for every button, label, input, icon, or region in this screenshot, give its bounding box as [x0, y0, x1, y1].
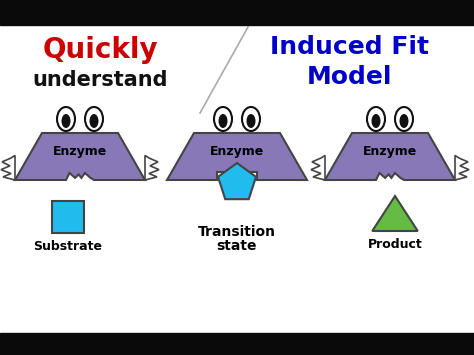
Ellipse shape	[57, 107, 75, 131]
Text: Substrate: Substrate	[34, 240, 102, 252]
Ellipse shape	[372, 114, 381, 128]
Ellipse shape	[367, 107, 385, 131]
Polygon shape	[372, 196, 418, 231]
Bar	[0, 0, 474, 25]
Ellipse shape	[242, 107, 260, 131]
Bar	[0, 25, 474, 115]
Ellipse shape	[85, 107, 103, 131]
Ellipse shape	[246, 114, 255, 128]
Text: Enzyme: Enzyme	[363, 145, 417, 158]
Ellipse shape	[90, 114, 99, 128]
Polygon shape	[218, 163, 256, 199]
Text: understand: understand	[32, 70, 168, 90]
Ellipse shape	[400, 114, 409, 128]
Text: Transition: Transition	[198, 225, 276, 239]
Text: Product: Product	[368, 237, 422, 251]
Bar	[0, 333, 474, 355]
Polygon shape	[167, 133, 307, 180]
Text: Quickly: Quickly	[42, 36, 158, 64]
Polygon shape	[311, 155, 325, 180]
Text: state: state	[217, 239, 257, 253]
Text: Enzyme: Enzyme	[53, 145, 107, 158]
Text: Induced Fit: Induced Fit	[271, 35, 429, 59]
Ellipse shape	[395, 107, 413, 131]
Ellipse shape	[219, 114, 228, 128]
Polygon shape	[325, 133, 455, 180]
Polygon shape	[15, 133, 145, 180]
Ellipse shape	[62, 114, 71, 128]
Ellipse shape	[214, 107, 232, 131]
Polygon shape	[455, 155, 469, 180]
Bar	[52, 201, 84, 233]
Text: Model: Model	[307, 65, 393, 89]
Text: Enzyme: Enzyme	[210, 145, 264, 158]
Polygon shape	[1, 155, 15, 180]
Polygon shape	[145, 155, 159, 180]
